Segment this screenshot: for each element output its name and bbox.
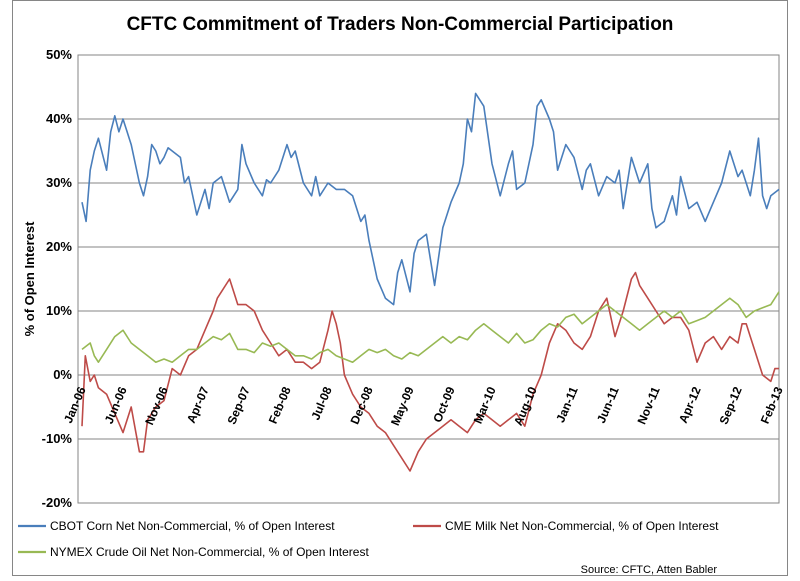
series-line-3 [81,291,780,364]
y-tick-label: 30% [46,175,72,190]
y-tick-label: -20% [42,495,73,510]
y-tick-label: 20% [46,239,72,254]
y-axis-label: % of Open Interest [22,221,37,337]
series-line-1 [81,92,780,306]
gridlines [78,118,779,440]
chart-title: CFTC Commitment of Traders Non-Commercia… [127,14,674,35]
legend-label-1: CBOT Corn Net Non-Commercial, % of Open … [50,519,335,533]
legend-label-2: CME Milk Net Non-Commercial, % of Open I… [445,519,719,533]
y-tick-label: -10% [42,431,73,446]
source-note: Source: CFTC, Atten Babler [581,564,718,576]
plot-border [77,54,780,504]
outer-border [12,0,788,576]
series-lines [81,92,780,472]
legend: CBOT Corn Net Non-Commercial, % of Open … [18,519,719,559]
y-tick-label: 10% [46,303,72,318]
y-tick-labels: 50% 40% 30% 20% 10% 0% -10% -20% [42,47,73,510]
legend-label-3: NYMEX Crude Oil Net Non-Commercial, % of… [50,545,369,559]
y-tick-label: 50% [46,47,72,62]
y-tick-label: 0% [53,367,72,382]
chart-frame: CFTC Commitment of Traders Non-Commercia… [12,0,788,576]
chart-svg: CFTC Commitment of Traders Non-Commercia… [12,0,788,576]
y-tick-label: 40% [46,111,72,126]
series-line-2 [81,271,779,472]
